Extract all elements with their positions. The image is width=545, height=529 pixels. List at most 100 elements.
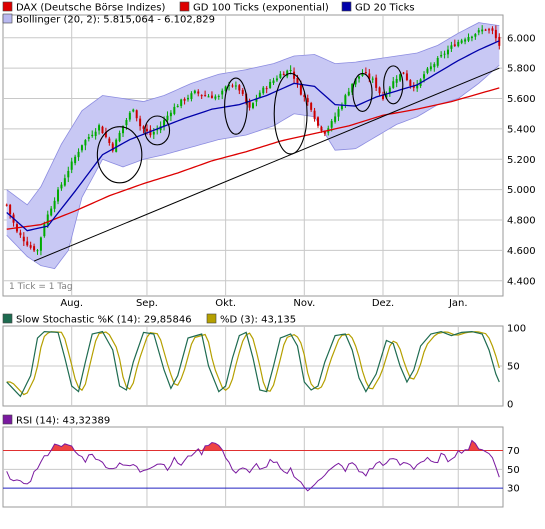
candle-body — [74, 156, 77, 164]
candle-body — [217, 95, 220, 97]
annotation-circle — [383, 65, 404, 105]
candle-body — [234, 85, 237, 87]
rsi-panel: 70 50 30 — [2, 426, 520, 508]
candle-body — [255, 98, 258, 102]
candle — [494, 25, 497, 42]
candle — [26, 236, 29, 247]
price-y-tick-label: 5.400 — [507, 124, 536, 135]
candle-body — [481, 29, 484, 32]
candle-body — [409, 80, 412, 86]
candle — [443, 50, 446, 59]
candle — [234, 81, 237, 90]
candle-body — [166, 115, 169, 121]
legend-stoch-d-swatch — [206, 313, 217, 324]
candle-body — [183, 98, 186, 101]
candle-body — [446, 49, 449, 55]
candle-body — [334, 116, 337, 122]
candle — [467, 33, 470, 43]
candle-body — [316, 117, 319, 126]
candle-body — [303, 95, 306, 97]
price-x-tick-label: Okt. — [215, 298, 236, 309]
candle-body — [375, 77, 378, 88]
candle-body — [46, 214, 49, 225]
price-x-axis: Aug. Sep. Okt. Nov. Dez. Jan. — [60, 298, 467, 309]
candle-body — [43, 224, 46, 237]
candle-body — [122, 125, 125, 134]
candle-body — [84, 140, 87, 146]
candle — [80, 144, 83, 153]
candle-body — [402, 72, 405, 74]
rsi-legend: RSI (14): 43,32389 — [2, 414, 110, 427]
candle-body — [275, 78, 278, 81]
legend-bollinger-label: Bollinger (20, 2): 5.815,064 - 6.102,829 — [16, 15, 215, 26]
candle-body — [453, 44, 456, 46]
candle-body — [132, 109, 135, 112]
candle — [457, 39, 460, 48]
legend-stoch-d: %D (3): 43,135 — [206, 313, 296, 326]
annotation-circles — [96, 65, 404, 184]
annotation-circle — [224, 77, 248, 135]
candle — [29, 241, 32, 250]
candle — [118, 130, 121, 143]
candle — [193, 89, 196, 95]
candle-body — [378, 87, 381, 94]
candle — [378, 86, 381, 96]
gd100-line — [6, 87, 500, 230]
candle-body — [306, 98, 309, 103]
candle — [200, 94, 203, 100]
candle — [5, 203, 8, 207]
candle — [272, 77, 275, 85]
candle — [43, 221, 46, 238]
stochastic-k-line — [6, 330, 500, 398]
candle — [289, 65, 292, 75]
candle — [128, 110, 131, 122]
candle — [238, 84, 241, 95]
candle — [310, 101, 313, 112]
stochastic-y-tick-label: 50 — [507, 362, 520, 373]
candle — [450, 41, 453, 52]
candle-body — [33, 246, 36, 251]
candle — [405, 70, 408, 82]
candle — [395, 75, 398, 88]
candle-body — [323, 131, 326, 134]
price-y-axis: 6.000 5.800 5.600 5.400 5.200 5.000 4.800 4.600… — [507, 33, 536, 287]
candle-body — [443, 53, 446, 55]
candle-body — [436, 58, 439, 66]
candle-body — [286, 70, 289, 77]
legend-dax-swatch — [2, 1, 13, 12]
candle — [265, 86, 268, 94]
candle-body — [241, 90, 244, 94]
candle-body — [460, 40, 463, 43]
candle-body — [494, 29, 497, 39]
candle — [111, 141, 114, 153]
candle-body — [176, 105, 179, 107]
candle-body — [221, 90, 224, 95]
candle — [440, 51, 443, 58]
legend-rsi-swatch — [2, 414, 13, 425]
candle-body — [87, 137, 90, 139]
legend-gd100: GD 100 Ticks (exponential) — [179, 1, 329, 14]
candle-body — [293, 71, 296, 79]
candle-body — [262, 87, 265, 94]
candle-body — [125, 120, 128, 126]
legend-gd100-swatch — [179, 1, 190, 12]
candle-body — [180, 99, 183, 106]
candle-body — [330, 121, 333, 128]
stochastic-y-tick-label: 0 — [507, 400, 513, 411]
legend-bollinger: Bollinger (20, 2): 5.815,064 - 6.102,829 — [2, 13, 215, 26]
candle — [436, 56, 439, 68]
candle — [142, 125, 145, 134]
candle-body — [426, 68, 429, 73]
legend-stoch-d-label: %D (3): 43,135 — [220, 315, 296, 326]
candle-body — [340, 104, 343, 110]
candle-body — [210, 95, 213, 98]
candle — [402, 71, 405, 75]
candle-body — [98, 125, 101, 131]
candle — [334, 112, 337, 124]
candle-body — [416, 84, 419, 89]
candle-body — [320, 126, 323, 131]
candle-body — [381, 94, 384, 100]
candle-body — [207, 96, 210, 98]
candle — [101, 125, 104, 134]
candle-body — [187, 97, 190, 100]
